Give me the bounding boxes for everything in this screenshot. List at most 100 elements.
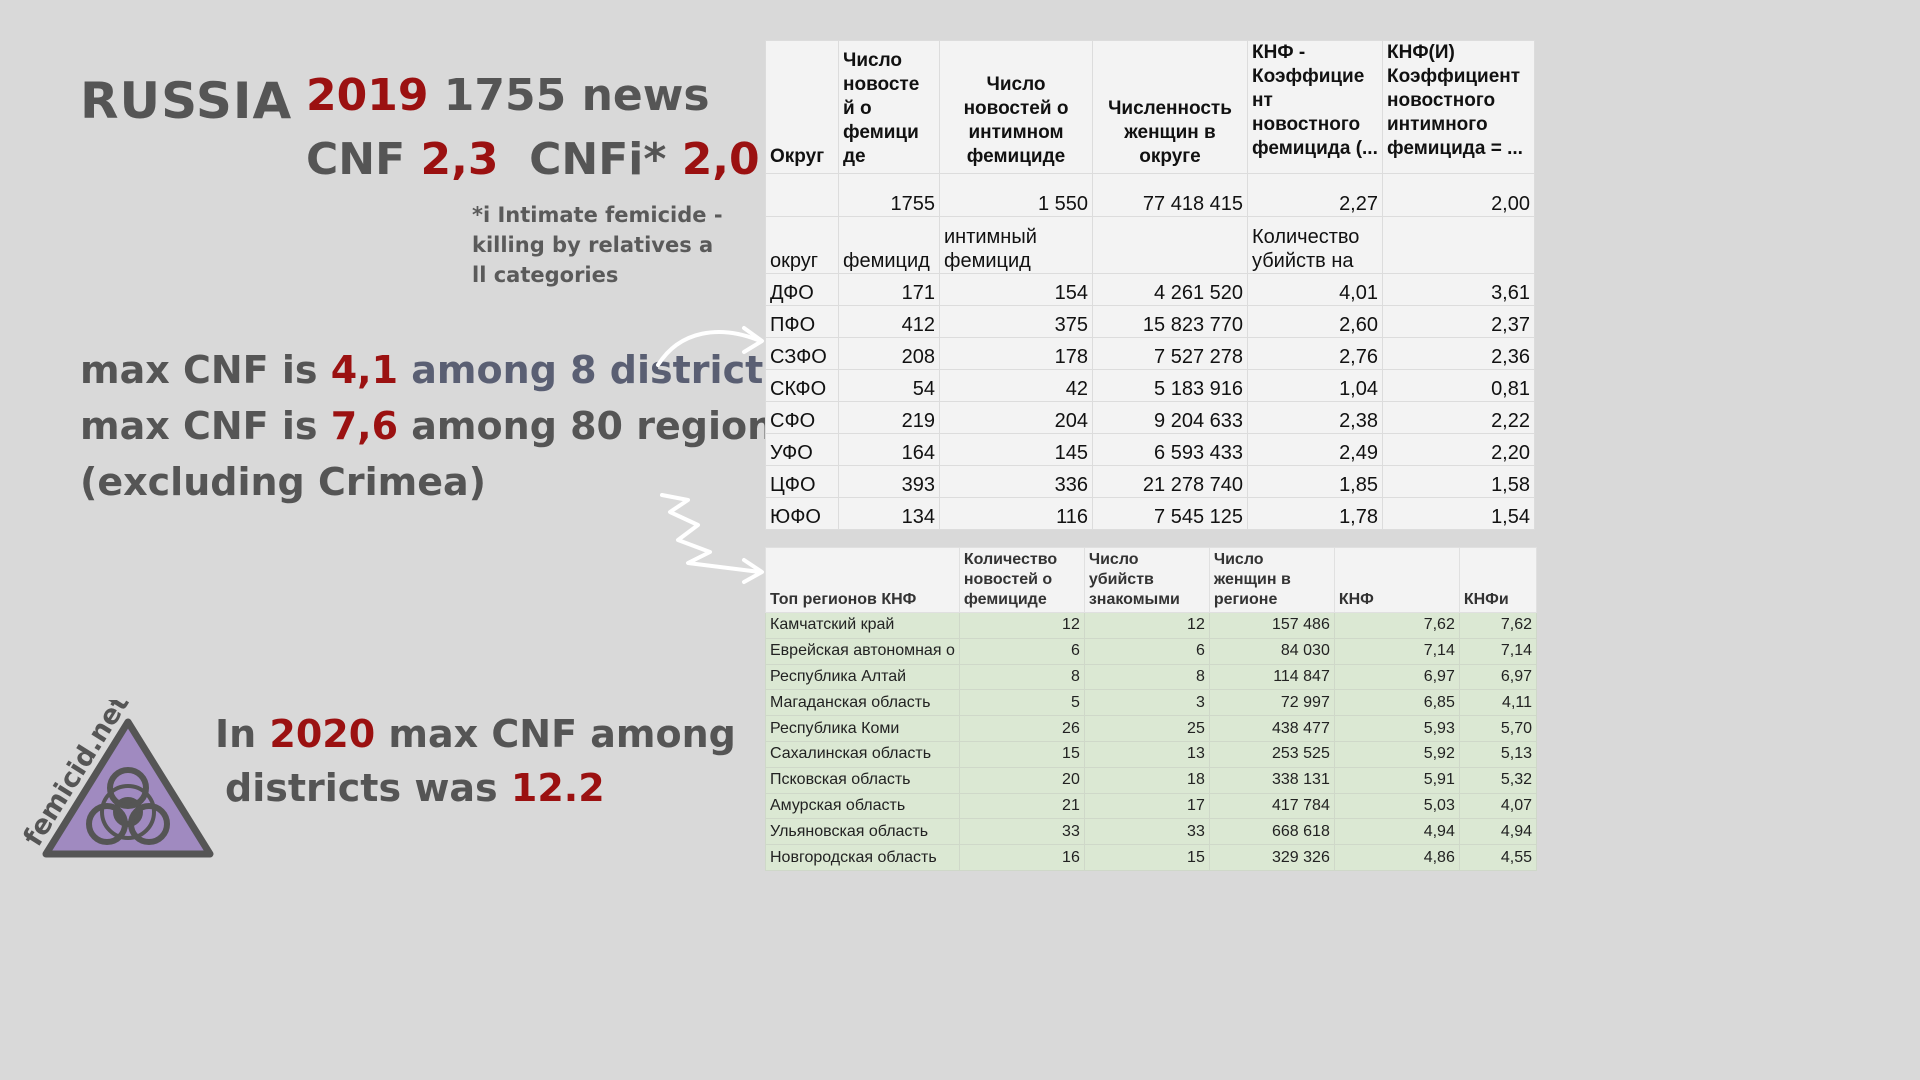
table-cell: 25 — [1083, 715, 1210, 742]
table-cell: Магаданская область — [765, 689, 960, 717]
table-cell: 7,14 — [1333, 637, 1460, 665]
table-cell: 20 — [958, 766, 1085, 794]
curved-arrow-icon — [656, 330, 760, 367]
stat-districts-value: 4,1 — [330, 348, 399, 392]
table-cell: 5,70 — [1458, 715, 1538, 742]
table-cell — [1382, 216, 1535, 274]
table-cell: 1,78 — [1247, 497, 1383, 530]
stat-districts-suffix: among 8 districts — [398, 348, 786, 392]
table-cell: 208 — [838, 337, 940, 370]
total-row: 1755 1 550 77 418 415 2,27 2,00 — [765, 173, 1535, 217]
stat-2020-value: 12.2 — [510, 766, 605, 810]
table-cell: ЦФО — [765, 465, 839, 498]
table-cell: 164 — [838, 433, 940, 466]
table-cell: Псковская область — [765, 766, 960, 794]
column-header: Число убийств знакомыми — [1083, 547, 1210, 613]
cnfi-label: CNFi* — [529, 134, 667, 185]
table-cell: 21 278 740 — [1092, 465, 1248, 498]
table-cell: 204 — [939, 401, 1093, 434]
table-cell: 5,32 — [1458, 766, 1538, 794]
table-cell: 2,38 — [1247, 401, 1383, 434]
districts-table: Округ Число новосте й о фемици де Число … — [765, 40, 1535, 530]
table-cell: 5,92 — [1333, 740, 1460, 768]
table-row: Сахалинская область 15 13 253 525 5,92 5,13 — [765, 740, 1538, 768]
table-cell: 157 486 — [1208, 612, 1335, 639]
table-cell: 2,36 — [1382, 337, 1535, 370]
table-cell: 15 — [1083, 844, 1210, 871]
table-cell: 7 545 125 — [1092, 497, 1248, 530]
table-row: ЮФО 134 116 7 545 125 1,78 1,54 — [765, 497, 1535, 530]
table-cell: 33 — [1083, 818, 1210, 846]
table-cell: СКФО — [765, 369, 839, 402]
table-cell: 8 — [1083, 663, 1210, 691]
femicid-logo: femicid.net — [20, 700, 214, 858]
column-header: Количество новостей о фемициде — [958, 547, 1085, 613]
table-cell — [765, 173, 839, 217]
table-cell: 1,58 — [1382, 465, 1535, 498]
table-cell: 7 527 278 — [1092, 337, 1248, 370]
stat-2020-suffix: max CNF among — [375, 712, 736, 756]
table-cell: 2,22 — [1382, 401, 1535, 434]
column-header: Округ — [765, 40, 839, 174]
table-cell: Сахалинская область — [765, 740, 960, 768]
column-header: КНФ — [1333, 547, 1460, 613]
table-cell: 84 030 — [1208, 637, 1335, 665]
table-cell: 7,14 — [1458, 637, 1538, 665]
table-row: ПФО 412 375 15 823 770 2,60 2,37 — [765, 305, 1535, 338]
table-cell: Еврейская автономная о — [765, 637, 960, 665]
table-cell: Количество убийств на — [1247, 216, 1383, 274]
table-cell: 16 — [958, 844, 1085, 871]
table-cell: 8 — [958, 663, 1085, 691]
table-cell: 219 — [838, 401, 940, 434]
table-cell: Амурская область — [765, 792, 960, 820]
stat-2020-year: 2020 — [269, 712, 376, 756]
table-cell: 134 — [838, 497, 940, 530]
table-cell: 17 — [1083, 792, 1210, 820]
table-cell: 417 784 — [1208, 792, 1335, 820]
table-row: Республика Алтай 8 8 114 847 6,97 6,97 — [765, 663, 1538, 691]
table-cell: Ульяновская область — [765, 818, 960, 846]
table-cell: 5,93 — [1333, 715, 1460, 742]
column-header: КНФ(И) Коэффициент новостного интимного … — [1382, 40, 1535, 174]
table-row: Республика Коми 26 25 438 477 5,93 5,70 — [765, 715, 1538, 742]
table-header-row: Топ регионов КНФ Количество новостей о ф… — [765, 547, 1538, 613]
table-cell: СФО — [765, 401, 839, 434]
table-row: УФО 164 145 6 593 433 2,49 2,20 — [765, 433, 1535, 466]
table-cell: 5 183 916 — [1092, 369, 1248, 402]
column-header: Число женщин в регионе — [1208, 547, 1335, 613]
regions-table-body: Камчатский край 12 12 157 486 7,62 7,62 Еврейс… — [765, 612, 1538, 871]
table-header-row: Округ Число новосте й о фемици де Число … — [765, 40, 1535, 174]
regions-table: Топ регионов КНФ Количество новостей о ф… — [765, 547, 1538, 871]
table-cell: 18 — [1083, 766, 1210, 794]
table-cell: 178 — [939, 337, 1093, 370]
footnote: *i Intimate femicide - killing by relati… — [472, 203, 723, 287]
table-cell: округ — [765, 216, 839, 274]
table-cell: 114 847 — [1208, 663, 1335, 691]
table-cell: 72 997 — [1208, 689, 1335, 717]
table-row: СКФО 54 42 5 183 916 1,04 0,81 — [765, 369, 1535, 402]
table-row: Псковская область 20 18 338 131 5,91 5,32 — [765, 766, 1538, 794]
column-header: Численность женщин в округе — [1092, 40, 1248, 174]
table-cell: 54 — [838, 369, 940, 402]
table-cell: СЗФО — [765, 337, 839, 370]
table-row: СФО 219 204 9 204 633 2,38 2,22 — [765, 401, 1535, 434]
table-cell: 4,01 — [1247, 273, 1383, 306]
country-title: RUSSIA — [80, 72, 293, 130]
stat-regions-note: (excluding Crimea) — [80, 460, 486, 504]
table-row: Камчатский край 12 12 157 486 7,62 7,62 — [765, 612, 1538, 639]
table-cell: 336 — [939, 465, 1093, 498]
table-cell: 375 — [939, 305, 1093, 338]
table-row: Магаданская область 5 3 72 997 6,85 4,11 — [765, 689, 1538, 717]
table-row: Амурская область 21 17 417 784 5,03 4,07 — [765, 792, 1538, 820]
table-cell: 77 418 415 — [1092, 173, 1248, 217]
column-header: Топ регионов КНФ — [765, 547, 960, 613]
table-cell: 171 — [838, 273, 940, 306]
table-cell: 12 — [958, 612, 1085, 639]
table-cell: 2,27 — [1247, 173, 1383, 217]
table-cell: 338 131 — [1208, 766, 1335, 794]
table-cell: Камчатский край — [765, 612, 960, 639]
table-cell: 4,55 — [1458, 844, 1538, 871]
table-cell: 5,91 — [1333, 766, 1460, 794]
stat-regions-prefix: max CNF is — [80, 404, 331, 448]
table-cell: УФО — [765, 433, 839, 466]
